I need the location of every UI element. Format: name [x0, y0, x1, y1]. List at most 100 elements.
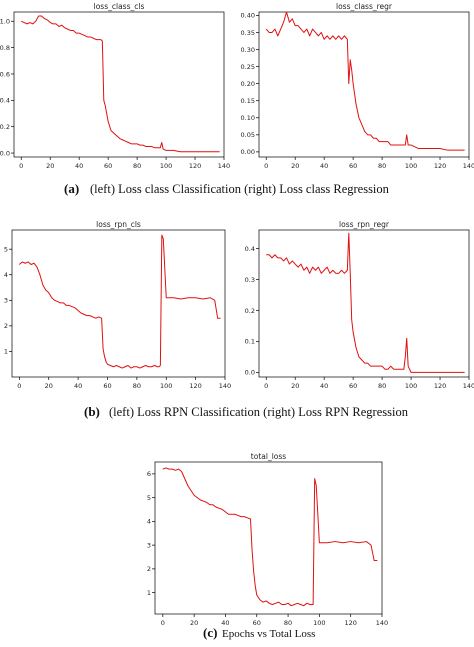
x-tick-label: 140	[219, 382, 231, 390]
x-tick-label: 100	[313, 619, 325, 627]
plot-frame	[258, 229, 470, 378]
y-tick-label: 4	[147, 518, 151, 526]
x-tick-label: 60	[349, 382, 357, 390]
x-tick-label: 0	[17, 382, 21, 390]
x-tick-label: 120	[344, 619, 356, 627]
plot-frame	[11, 229, 226, 378]
y-tick-label: 0.4	[245, 245, 255, 253]
x-tick-label: 40	[74, 382, 82, 390]
caption-c-label: (c)	[203, 625, 217, 640]
x-tick-label: 100	[160, 382, 172, 390]
x-tick-label: 120	[189, 382, 201, 390]
x-tick-label: 20	[190, 619, 198, 627]
caption-a-label: (a)	[64, 181, 79, 196]
series-line	[266, 232, 465, 373]
x-tick-label: 60	[253, 619, 261, 627]
chart-title: loss_class_cls	[94, 2, 145, 11]
y-tick-label: 1	[147, 589, 151, 597]
chart-total-loss: total_loss 0 20 40 60 80 100 120 140 1 2 3 4 5 6	[147, 452, 388, 627]
x-tick-label: 60	[349, 162, 357, 170]
chart-loss-rpn-regr: loss_rpn_regr 0 20 40 60 80 100 120 140 0.0 0.1 0.…	[245, 220, 474, 390]
caption-b-label: (b)	[84, 404, 100, 419]
y-tick-label: 0.30	[241, 46, 255, 54]
x-tick-label: 120	[434, 382, 446, 390]
y-tick-label: 2	[4, 322, 8, 330]
y-tick-label: 0.05	[241, 131, 255, 139]
y-tick-label: 3	[4, 297, 8, 305]
y-tick-label: 0.10	[241, 114, 255, 122]
y-tick-label: 3	[147, 541, 151, 549]
caption-b-text: (left) Loss RPN Classification (right) L…	[109, 405, 409, 419]
y-tick-label: 6	[147, 470, 151, 478]
caption-a: (a) (left) Loss class Classification (ri…	[64, 181, 390, 196]
series-line	[162, 467, 378, 607]
y-tick-label: 0.0	[0, 149, 10, 157]
y-tick-label: 0.00	[241, 148, 255, 156]
chart-title: total_loss	[251, 452, 286, 461]
chart-title: loss_rpn_regr	[339, 220, 390, 229]
x-tick-label: 60	[103, 382, 111, 390]
x-tick-label: 40	[75, 162, 83, 170]
y-tick-label: 0.2	[245, 307, 255, 315]
x-tick-label: 80	[378, 162, 386, 170]
y-tick-label: 1.0	[0, 18, 10, 26]
x-tick-label: 120	[434, 162, 446, 170]
caption-b: (b) (left) Loss RPN Classification (righ…	[84, 404, 409, 419]
y-tick-label: 0.15	[241, 97, 255, 105]
y-tick-label: 0.20	[241, 80, 255, 88]
x-tick-label: 80	[133, 382, 141, 390]
caption-a-text: (left) Loss class Classification (right)…	[90, 182, 390, 196]
x-tick-label: 20	[291, 382, 299, 390]
y-tick-label: 0.8	[0, 44, 10, 52]
chart-loss-class-cls: loss_class_cls 0 20 40 60 80 100 120 140 0.0 0.2 0…	[0, 2, 230, 170]
series-line	[21, 15, 220, 153]
y-tick-label: 0.0	[245, 369, 255, 377]
y-tick-label: 0.1	[245, 338, 255, 346]
x-tick-label: 120	[189, 162, 201, 170]
y-tick-label: 0.4	[0, 97, 10, 105]
x-tick-label: 20	[46, 162, 54, 170]
x-tick-label: 0	[161, 619, 165, 627]
x-tick-label: 80	[378, 382, 386, 390]
x-tick-label: 80	[133, 162, 141, 170]
x-tick-label: 40	[320, 382, 328, 390]
x-tick-label: 40	[320, 162, 328, 170]
y-tick-label: 1	[4, 348, 8, 356]
y-tick-label: 2	[147, 565, 151, 573]
plot-frame	[258, 11, 470, 158]
x-tick-label: 100	[405, 382, 417, 390]
y-tick-label: 0.35	[241, 29, 255, 37]
x-tick-label: 0	[264, 382, 268, 390]
y-tick-label: 0.3	[245, 276, 255, 284]
y-tick-label: 0.25	[241, 63, 255, 71]
x-tick-label: 80	[284, 619, 292, 627]
x-tick-label: 140	[376, 619, 388, 627]
x-tick-label: 40	[221, 619, 229, 627]
y-tick-label: 0.40	[241, 12, 255, 20]
chart-loss-class-regr: loss_class_regr 0 20 40 60 80 100 120 140 0.00 0.…	[241, 2, 474, 170]
plot-frame	[13, 11, 225, 158]
y-tick-label: 5	[147, 494, 151, 502]
chart-title: loss_class_regr	[336, 2, 393, 11]
caption-c-text: Epochs vs Total Loss	[222, 628, 315, 640]
x-tick-label: 20	[45, 382, 53, 390]
chart-loss-rpn-cls: loss_rpn_cls 0 20 40 60 80 100 120 140 1 2 3 4 5	[4, 220, 231, 390]
x-tick-label: 140	[463, 382, 474, 390]
y-tick-label: 5	[4, 245, 8, 253]
series-line	[19, 234, 221, 369]
plot-frame	[154, 461, 383, 615]
x-tick-label: 20	[291, 162, 299, 170]
x-tick-label: 60	[104, 162, 112, 170]
x-tick-label: 100	[160, 162, 172, 170]
x-tick-label: 0	[264, 162, 268, 170]
caption-c: (c) Epochs vs Total Loss	[203, 625, 315, 640]
y-tick-label: 0.6	[0, 70, 10, 78]
x-tick-label: 0	[19, 162, 23, 170]
y-tick-label: 0.2	[0, 123, 10, 131]
chart-title: loss_rpn_cls	[96, 220, 141, 229]
series-line	[265, 11, 465, 151]
x-tick-label: 100	[405, 162, 417, 170]
x-tick-label: 140	[218, 162, 230, 170]
y-tick-label: 4	[4, 271, 8, 279]
